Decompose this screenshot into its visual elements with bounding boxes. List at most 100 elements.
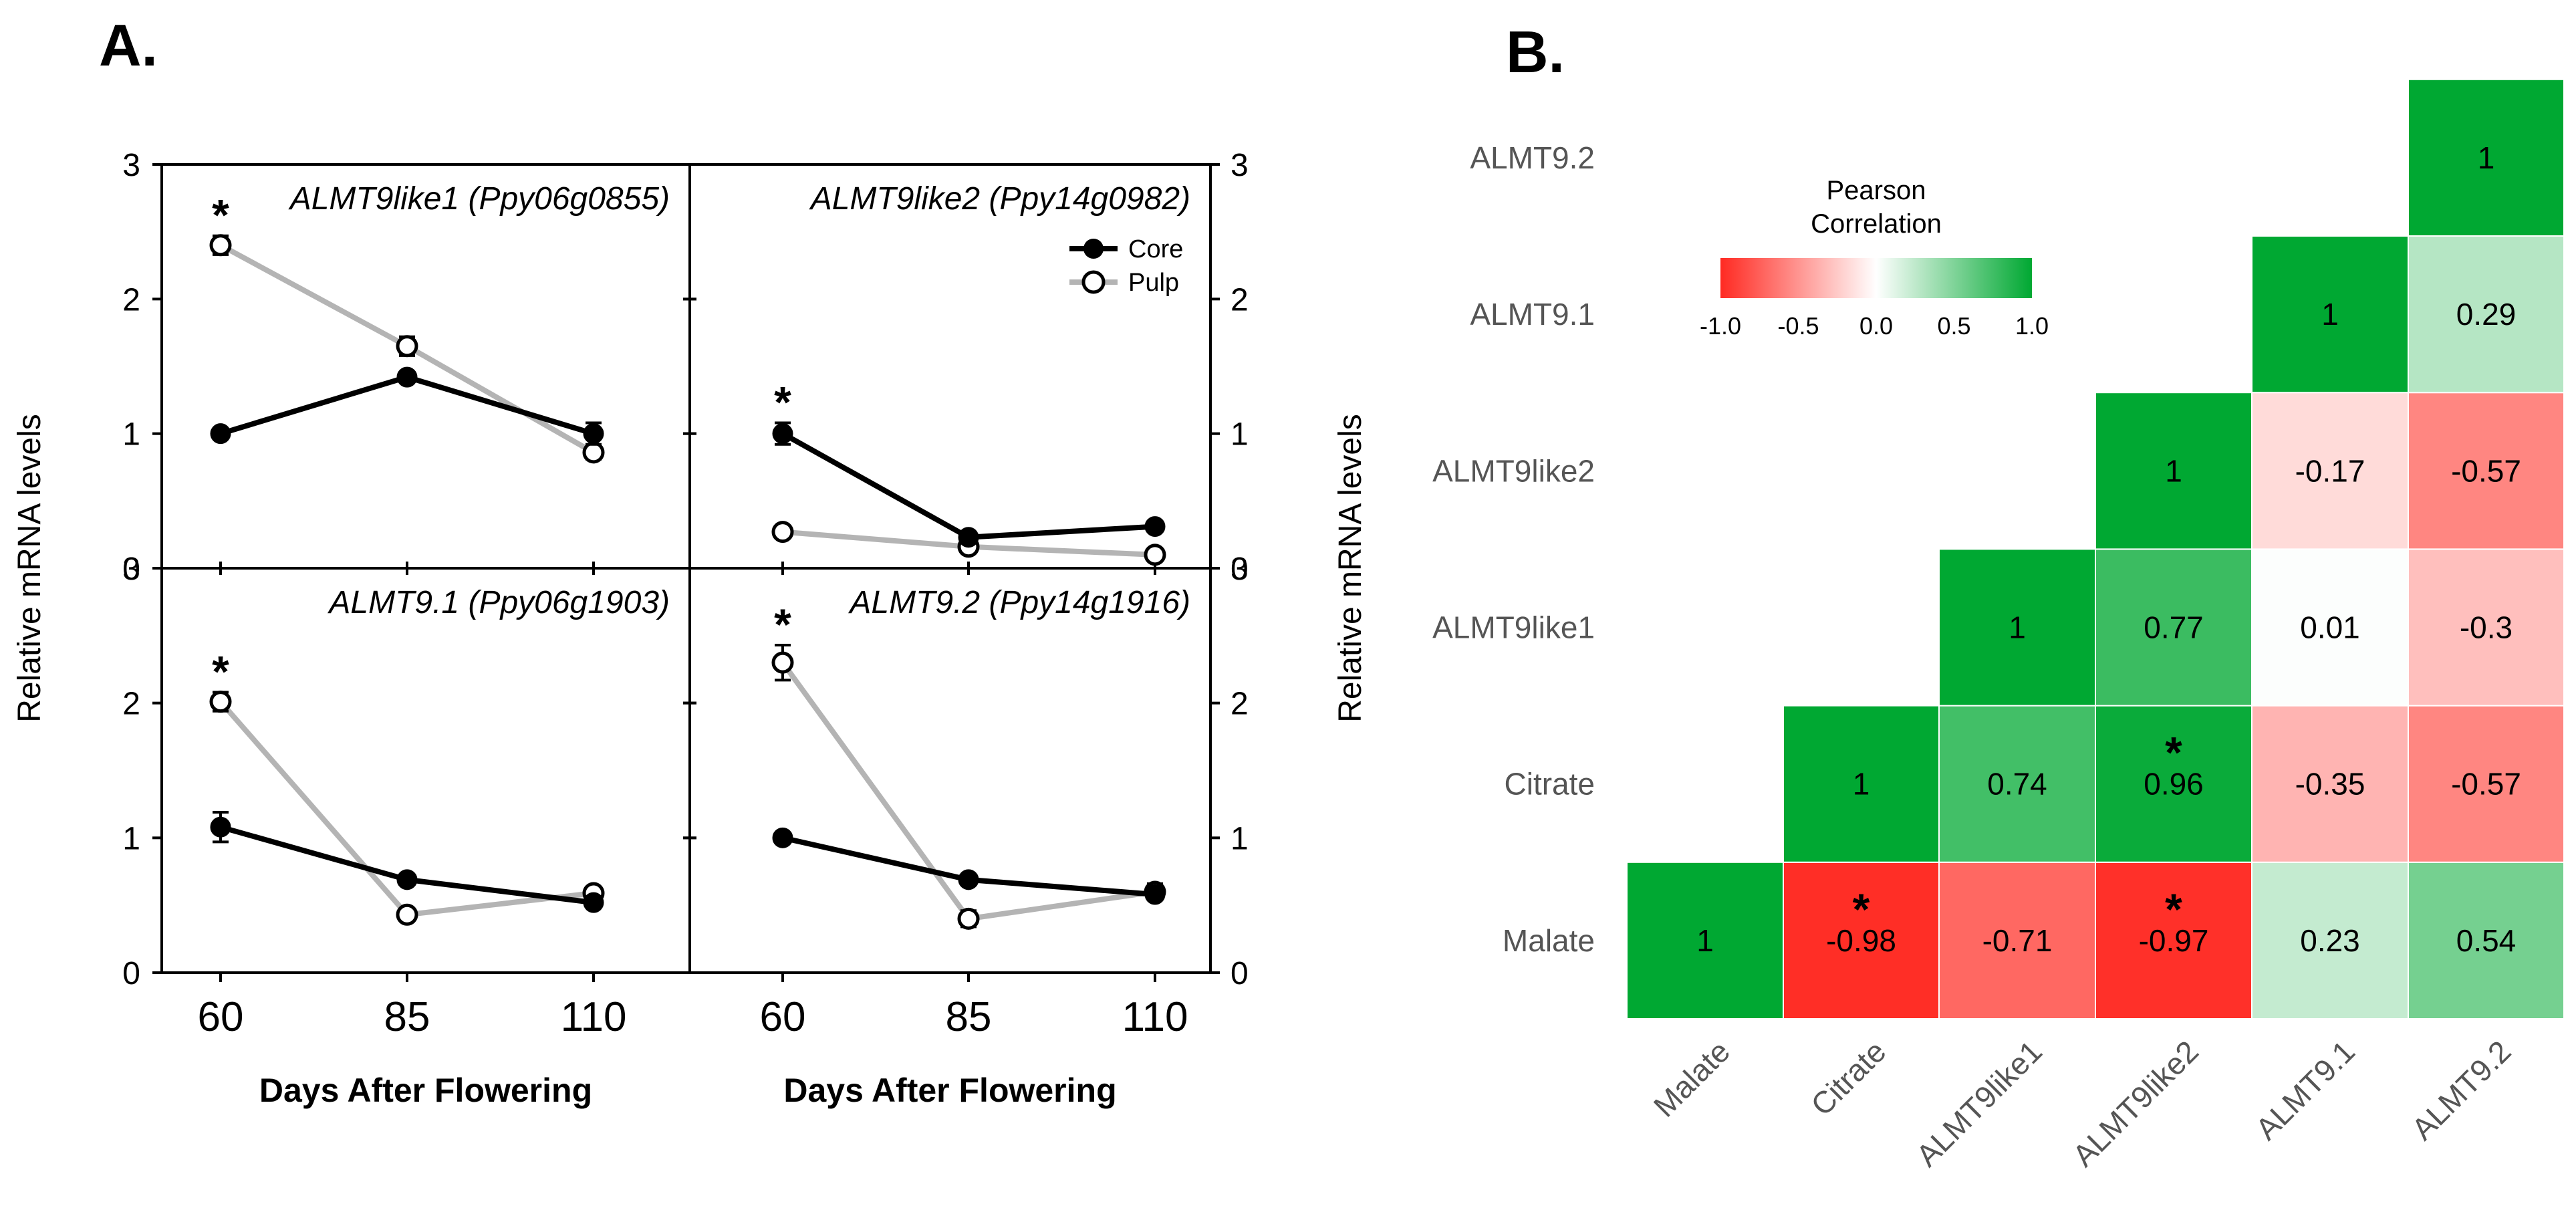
y-axis-label-left: Relative mRNA levels: [12, 414, 47, 722]
core-point: [583, 423, 604, 445]
y-axis-label-right: Relative mRNA levels: [1333, 414, 1368, 722]
heatmap-row-label: ALMT9like1: [1432, 610, 1595, 645]
y-tick-label: 0: [1231, 552, 1249, 587]
colorbar-title-line2: Correlation: [1811, 209, 1942, 239]
heatmap-row-label: Malate: [1503, 923, 1595, 958]
y-tick-label: 3: [122, 552, 140, 587]
heatmap-cell-value: 1: [1696, 923, 1714, 958]
heatmap-cell: [2095, 392, 2252, 550]
heatmap-cell-value: 0.54: [2456, 923, 2517, 958]
series-line-core: [781, 431, 1156, 540]
y-tick-label: 0: [1231, 956, 1249, 991]
heatmap-col-label: ALMT9like2: [2066, 1034, 2206, 1173]
heatmap-cell: [2408, 392, 2565, 550]
heatmap-row-label: ALMT9.1: [1470, 297, 1595, 332]
heatmap-cell: [2251, 235, 2409, 394]
subplot-title: ALMT9like2 (Ppy14g0982): [809, 181, 1190, 217]
colorbar-tick-label: 0.5: [1937, 312, 1970, 340]
heatmap-cell-value: 1: [2009, 610, 2026, 645]
x-tick-label: 60: [198, 994, 244, 1040]
heatmap-col-label: Citrate: [1804, 1034, 1893, 1122]
colorbar-tick-label: -0.5: [1777, 312, 1819, 340]
heatmap-cell-value: 0.01: [2300, 610, 2360, 645]
core-point: [772, 827, 793, 848]
subplot-title: ALMT9.2 (Ppy14g1916): [848, 585, 1190, 620]
legend-marker-pulp: [1081, 270, 1106, 294]
heatmap-cell: [2095, 705, 2252, 863]
heatmap-cell-value: 0.77: [2144, 610, 2204, 645]
heatmap-cell: [2408, 705, 2565, 863]
pulp-point: [209, 234, 232, 257]
legend-label-pulp: Pulp: [1128, 269, 1179, 297]
subplot-title: ALMT9like1 (Ppy06g0855): [288, 181, 670, 217]
panel-b-heatmap: 1 -0.98*-0.71 -0.97*0.23 0.541 0.74 0.96*-0.3…: [1432, 78, 2565, 1173]
x-axis-label: Days After Flowering: [259, 1072, 592, 1109]
significance-star: *: [2165, 728, 2182, 777]
heatmap-cell-value: -0.97: [2139, 923, 2209, 958]
heatmap-row-label: Citrate: [1505, 767, 1595, 802]
x-tick-label: 60: [760, 994, 806, 1040]
subplot-1: 0 1 2 3 ALMT9like1 (Ppy06g0855) *: [122, 148, 696, 587]
y-tick-label: 2: [1231, 282, 1249, 318]
heatmap-cell-value: -0.57: [2451, 453, 2521, 488]
subplot-3: 0 1 2 3 60 85 110 Days After Flowering ALMT9.1 (…: [122, 552, 696, 1109]
y-tick-label: 1: [1231, 417, 1249, 453]
pulp-point: [396, 903, 418, 926]
heatmap-col-label: ALMT9.1: [2248, 1034, 2361, 1146]
subplot-2: 0 1 2 3 ALMT9like2 (Ppy14g0982) * Core Pulp: [683, 148, 1249, 587]
subplot-title: ALMT9.1 (Ppy06g1903): [327, 585, 670, 620]
x-tick-label: 110: [561, 994, 627, 1040]
panel-a-letter: A.: [99, 12, 158, 78]
x-tick-label: 85: [946, 994, 992, 1040]
y-tick-label: 1: [122, 821, 140, 856]
pulp-point: [957, 907, 980, 930]
heatmap-cell-value: -0.17: [2295, 453, 2365, 488]
pulp-point: [396, 335, 418, 358]
heatmap-cell: [1783, 861, 1940, 1020]
legend-label-core: Core: [1128, 235, 1183, 263]
heatmap-cell: [2095, 861, 2252, 1020]
y-tick-label: 1: [1231, 821, 1249, 856]
heatmap-col-label: ALMT9.2: [2405, 1034, 2518, 1146]
significance-star: *: [2165, 884, 2182, 934]
core-point: [958, 869, 979, 890]
heatmap-col-label: ALMT9like1: [1910, 1034, 2049, 1173]
y-tick-label: 0: [122, 956, 140, 991]
colorbar-title-line1: Pearson: [1827, 176, 1926, 205]
y-tick-label: 0: [122, 552, 140, 587]
core-point: [396, 869, 418, 890]
colorbar-bar: [1720, 258, 2032, 298]
core-point: [772, 423, 793, 445]
heatmap-cell: [2251, 861, 2409, 1020]
heatmap-cell-value: -0.71: [1982, 923, 2053, 958]
heatmap-cell-value: 0.96: [2144, 767, 2204, 802]
pulp-point: [771, 651, 794, 674]
heatmap-cell: [1938, 705, 2096, 863]
significance-star: *: [212, 647, 229, 697]
heatmap-cell-value: 1: [2321, 297, 2339, 332]
legend-marker-core: [1083, 239, 1104, 259]
heatmap-cell: [2408, 78, 2565, 237]
core-point: [583, 892, 604, 913]
x-tick-label: 85: [384, 994, 430, 1040]
significance-star: *: [212, 191, 229, 240]
colorbar-tick-label: 0.0: [1859, 312, 1893, 340]
significance-star: *: [774, 378, 791, 427]
heatmap-cell-value: 1: [1853, 767, 1870, 802]
heatmap-cell: [1938, 548, 2096, 707]
heatmap-cell: [2408, 235, 2565, 394]
pulp-point: [771, 521, 794, 543]
heatmap-cell-value: 0.23: [2300, 923, 2360, 958]
heatmap-cell: [1783, 705, 1940, 863]
pulp-point: [582, 441, 605, 464]
x-tick-label: 110: [1122, 994, 1188, 1040]
y-tick-label: 3: [1231, 552, 1249, 587]
heatmap-cell: [1626, 861, 1784, 1020]
significance-star: *: [774, 600, 791, 649]
heatmap-cell: [2251, 392, 2409, 550]
core-point: [1144, 516, 1166, 537]
colorbar-tick-label: -1.0: [1700, 312, 1741, 340]
heatmap-cell: [2251, 705, 2409, 863]
